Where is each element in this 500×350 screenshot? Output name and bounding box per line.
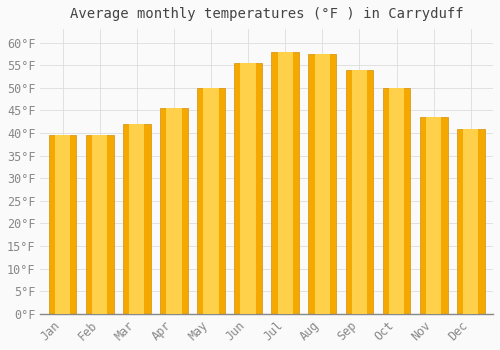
Bar	[160, 108, 188, 314]
Bar	[48, 135, 76, 314]
Bar	[420, 117, 448, 314]
Title: Average monthly temperatures (°F ) in Carryduff: Average monthly temperatures (°F ) in Ca…	[70, 7, 464, 21]
Bar	[166, 108, 182, 314]
Bar	[352, 70, 367, 314]
Bar	[463, 128, 478, 314]
Bar	[278, 52, 293, 314]
Bar	[123, 124, 150, 314]
Bar	[240, 63, 256, 314]
Bar	[86, 135, 114, 314]
Bar	[234, 63, 262, 314]
Bar	[308, 54, 336, 314]
Bar	[426, 117, 442, 314]
Bar	[92, 135, 108, 314]
Bar	[389, 88, 404, 314]
Bar	[55, 135, 70, 314]
Bar	[204, 88, 218, 314]
Bar	[382, 88, 410, 314]
Bar	[272, 52, 299, 314]
Bar	[197, 88, 225, 314]
Bar	[314, 54, 330, 314]
Bar	[129, 124, 144, 314]
Bar	[346, 70, 374, 314]
Bar	[457, 128, 484, 314]
